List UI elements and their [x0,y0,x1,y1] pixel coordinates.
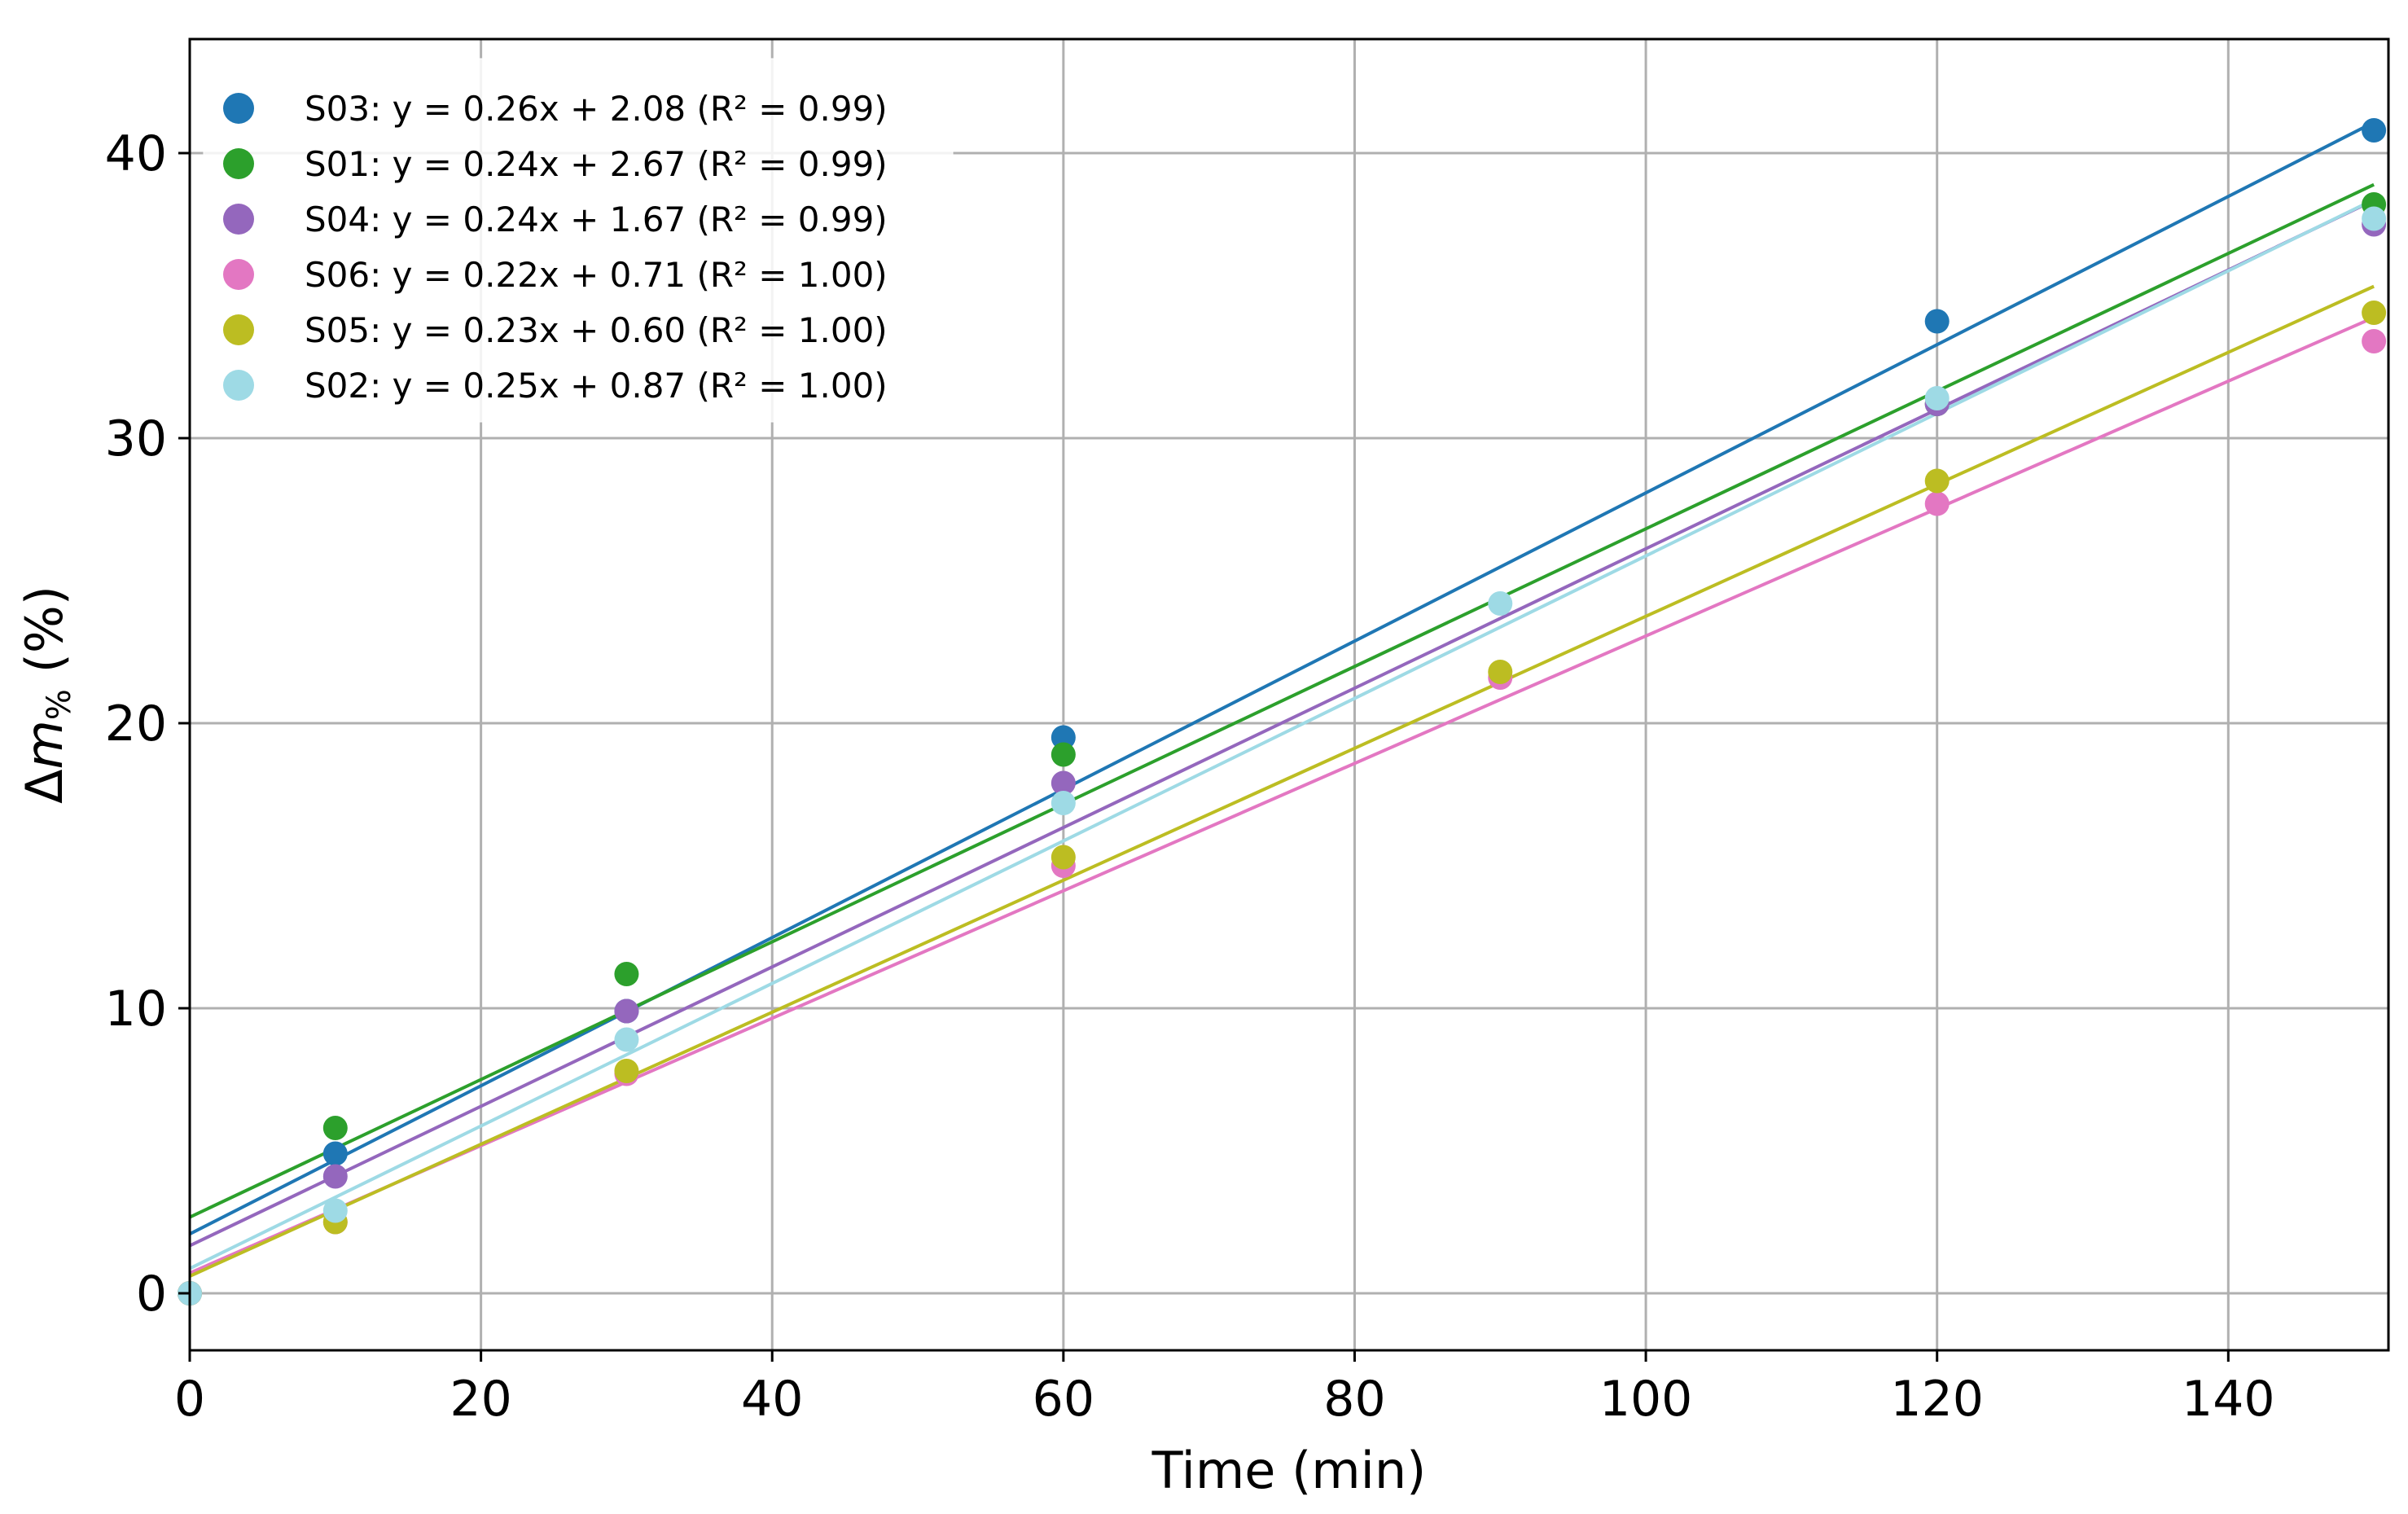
point-s01 [322,1116,348,1140]
legend-label-s04: S04: y = 0.24x + 1.67 (R² = 0.99) [305,200,888,239]
data-points [178,118,2387,1306]
point-s05 [1924,468,1950,494]
legend: S03: y = 0.26x + 2.08 (R² = 0.99) S01: y … [203,58,954,423]
fit-line-s06 [189,315,2375,1275]
legend-marker-s01 [223,148,254,179]
legend-label-s02: S02: y = 0.25x + 0.87 (R² = 1.00) [305,366,888,406]
point-s01 [1050,742,1076,767]
point-s06 [2362,329,2387,353]
legend-label-s05: S05: y = 0.23x + 0.60 (R² = 1.00) [305,310,888,350]
fit-line-s05 [189,284,2375,1278]
point-s02 [1050,791,1076,815]
fit-lines [189,121,2375,1278]
point-s02 [322,1198,348,1223]
x-tick-label: 0 [174,1371,205,1428]
y-tick-label: 10 [105,981,167,1038]
x-tick-label: 40 [741,1371,803,1428]
point-s06 [1924,491,1950,516]
point-s02 [1924,386,1950,410]
x-axis-label: Time (min) [1151,1441,1427,1500]
point-s04 [322,1164,348,1189]
point-s02 [614,1027,639,1052]
fit-line-s01 [189,182,2375,1219]
point-s02 [1488,591,1513,616]
y-tick-label: 40 [105,125,167,182]
point-s04 [614,998,639,1024]
legend-marker-s04 [223,204,254,235]
y-tick-label: 0 [136,1266,167,1323]
legend-label-s01: S01: y = 0.24x + 2.67 (R² = 0.99) [305,144,888,184]
plot-frame [188,37,2390,1352]
fit-line-s03 [189,121,2375,1235]
point-s05 [1050,845,1076,870]
x-tick-label: 140 [2182,1371,2275,1428]
point-s04 [1050,770,1076,796]
legend-marker-s06 [223,259,254,290]
x-tick-label: 80 [1323,1371,1385,1428]
y-tick-label: 20 [105,696,167,753]
axis-ticks: 0 20 40 60 80 100 120 140 0 10 20 30 40 [105,125,2275,1428]
x-tick-label: 120 [1890,1371,1984,1428]
y-axis-label: Δm% (%) [15,586,78,804]
legend-label-s06: S06: y = 0.22x + 0.71 (R² = 1.00) [305,255,888,295]
point-s03 [2362,118,2387,143]
x-tick-label: 60 [1033,1371,1094,1428]
x-tick-label: 100 [1599,1371,1693,1428]
fit-line-s02 [189,198,2375,1270]
point-s02 [2362,206,2387,231]
grid [188,39,2388,1350]
legend-label-s03: S03: y = 0.26x + 2.08 (R² = 0.99) [305,89,888,129]
point-s05 [2362,301,2387,325]
x-tick-label: 20 [450,1371,511,1428]
point-s01 [614,962,639,986]
point-s05 [614,1059,639,1083]
legend-marker-s02 [223,370,254,401]
point-s03 [322,1141,348,1166]
point-s03 [1050,725,1076,750]
fit-line-s04 [189,199,2375,1248]
y-tick-label: 30 [105,410,167,467]
legend-box [203,58,954,423]
legend-marker-s03 [223,93,254,124]
point-s05 [1488,660,1513,684]
point-s03 [1924,309,1950,334]
legend-marker-s05 [223,314,254,345]
